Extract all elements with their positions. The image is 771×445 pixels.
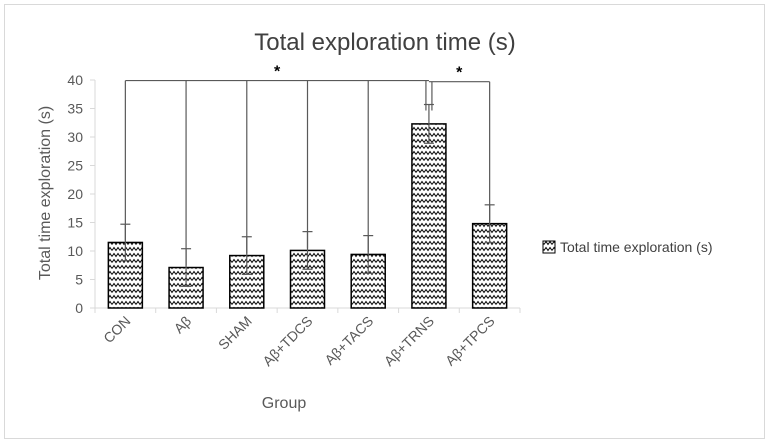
legend: Total time exploration (s)	[542, 239, 713, 255]
y-tick-label: 10	[67, 243, 83, 259]
y-axis: 0 5 10 15 20 25 30 35 40	[67, 72, 96, 316]
significance-star: *	[274, 64, 281, 81]
y-tick-label: 0	[75, 300, 83, 316]
chart-title: Total exploration time (s)	[254, 29, 515, 56]
x-axis-title: Group	[262, 395, 307, 412]
bar	[411, 123, 447, 309]
y-axis-title: Total time exploration (s)	[37, 106, 54, 280]
y-tick-label: 40	[67, 72, 83, 88]
x-tick-label: Aβ+TACS	[321, 313, 376, 368]
x-tick-label: CON	[100, 313, 133, 346]
x-tick-label: SHAM	[215, 313, 255, 353]
x-tick-label: Aβ	[171, 313, 195, 337]
significance-brackets: * *	[124, 64, 491, 266]
x-tick-label: Aβ+TDCS	[259, 313, 315, 369]
chart-frame	[4, 4, 765, 439]
y-tick-label: 15	[67, 215, 83, 231]
y-tick-label: 30	[67, 129, 83, 145]
significance-star: *	[456, 65, 463, 82]
y-tick-label: 5	[75, 272, 83, 288]
y-tick-label: 20	[67, 186, 83, 202]
y-tick-label: 25	[67, 158, 83, 174]
x-tick-label: Aβ+TPCS	[442, 313, 498, 369]
x-axis: CON Aβ SHAM Aβ+TDCS Aβ+TACS Aβ+TRNS Aβ+TPCS	[94, 307, 521, 369]
x-tick-label: Aβ+TRNS	[381, 313, 437, 369]
legend-swatch	[542, 240, 556, 254]
legend-label: Total time exploration (s)	[560, 239, 713, 255]
y-tick-label: 35	[67, 101, 83, 117]
